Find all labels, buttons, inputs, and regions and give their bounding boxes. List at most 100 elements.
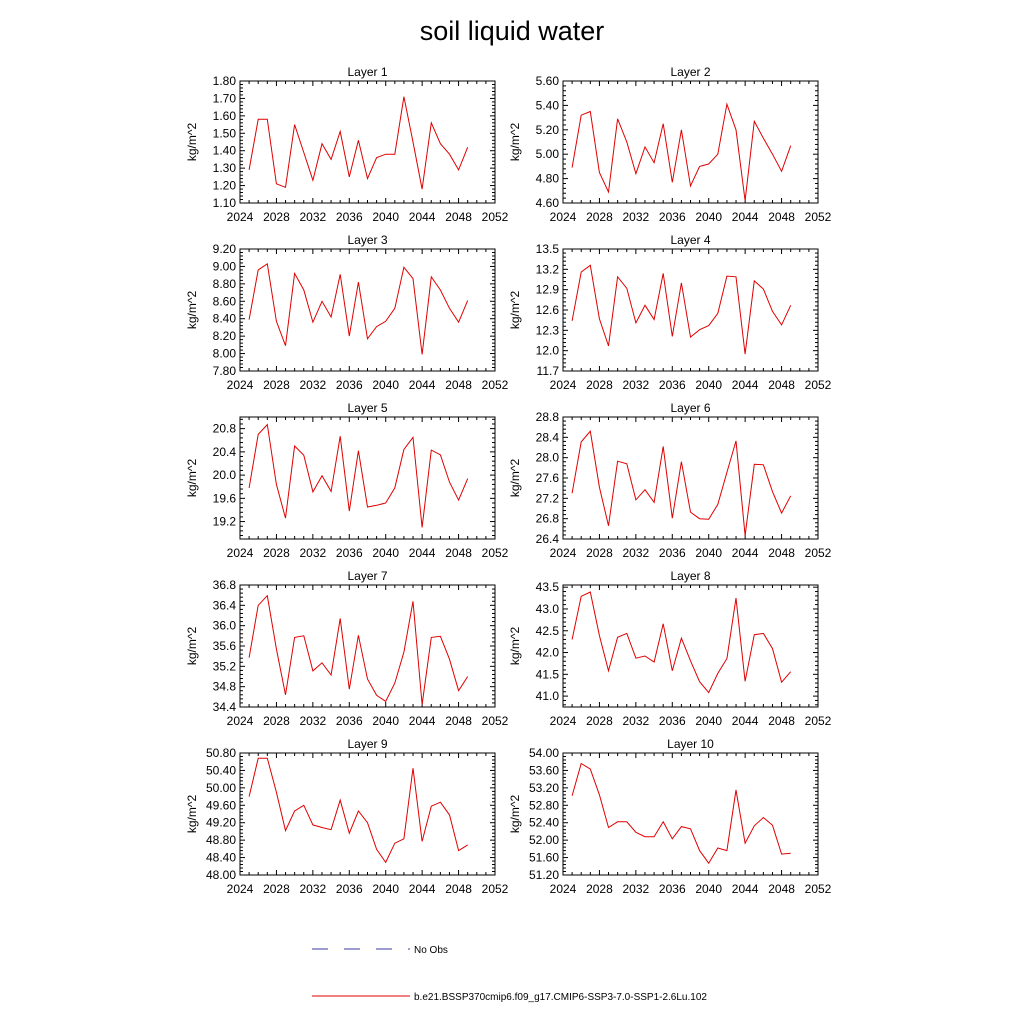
layer-1-ytick-label: 1.70 <box>213 91 237 105</box>
layer-5-xtick-label: 2040 <box>372 546 399 560</box>
layer-2-ytick-label: 4.60 <box>536 196 560 210</box>
layer-4-xtick-label: 2048 <box>768 378 795 392</box>
layer-10-ytick-label: 51.20 <box>529 868 559 882</box>
layer-7-ytick-label: 36.8 <box>213 578 237 592</box>
layer-3-ytick-label: 8.60 <box>213 294 237 308</box>
layer-1-ylabel: kg/m^2 <box>185 123 199 162</box>
layer-3-xtick-label: 2036 <box>336 378 363 392</box>
layer-6-xtick-label: 2052 <box>805 546 832 560</box>
layer-4-xtick-label: 2052 <box>805 378 832 392</box>
layer-4-xtick-label: 2028 <box>586 378 613 392</box>
layer-10-ytick-label: 53.20 <box>529 781 559 795</box>
layer-7-ytick-label: 36.0 <box>213 619 237 633</box>
layer-8-ytick-label: 42.0 <box>536 646 560 660</box>
layer-1-xtick-label: 2032 <box>300 210 327 224</box>
layer-8-ytick-label: 43.5 <box>536 580 560 594</box>
layer-10-ytick-label: 54.00 <box>529 746 559 760</box>
layer-6-ytick-label: 28.4 <box>536 430 560 444</box>
layer-4-ytick-label: 13.5 <box>536 242 560 256</box>
layer-4-ytick-label: 12.6 <box>536 303 560 317</box>
layer-9-series-line <box>248 757 468 864</box>
layer-6-xtick-label: 2028 <box>586 546 613 560</box>
layer-1-xtick-label: 2044 <box>409 210 436 224</box>
layer-2-frame <box>562 80 819 204</box>
layer-4-ticks <box>562 248 819 372</box>
layer-8-xtick-label: 2044 <box>732 714 759 728</box>
layer-3-xtick-label: 2024 <box>227 378 254 392</box>
layer-4-frame <box>562 248 819 372</box>
layer-6-xtick-label: 2036 <box>659 546 686 560</box>
legend-no-obs-label: No Obs <box>414 945 448 956</box>
layer-7-frame <box>239 584 496 708</box>
layer-10-ticks <box>562 752 819 876</box>
layer-2-xtick-label: 2028 <box>586 210 613 224</box>
layer-8-ytick-label: 41.5 <box>536 667 560 681</box>
layer-5-ytick-label: 20.0 <box>213 468 237 482</box>
layer-6-frame <box>562 416 819 540</box>
layer-6-series-line <box>571 430 792 536</box>
layer-6-ticks <box>562 416 819 540</box>
layer-3-ytick-label: 8.80 <box>213 277 237 291</box>
layer-1-xtick-label: 2040 <box>372 210 399 224</box>
layer-3-ytick-label: 8.40 <box>213 312 237 326</box>
layer-7-title: Layer 7 <box>347 569 387 583</box>
layer-8-xtick-label: 2028 <box>586 714 613 728</box>
layer-10-series-line <box>571 762 791 865</box>
layer-2-xtick-label: 2048 <box>768 210 795 224</box>
layer-10-xtick-label: 2040 <box>695 882 722 896</box>
layer-1-xtick-label: 2036 <box>336 210 363 224</box>
layer-4-ytick-label: 11.7 <box>537 364 560 378</box>
layer-4-series-line <box>571 264 792 355</box>
layer-3-ytick-label: 9.00 <box>213 259 237 273</box>
layer-9-xtick-label: 2024 <box>227 882 254 896</box>
layer-5-ytick-label: 20.4 <box>213 445 237 459</box>
layer-1-title: Layer 1 <box>347 65 387 79</box>
layer-10-panel: Layer 10 kg/m^2 2024 2028 2032 2036 2040 2044 20… <box>508 737 832 896</box>
layer-6-xtick-label: 2044 <box>732 546 759 560</box>
layer-10-xtick-label: 2048 <box>768 882 795 896</box>
layer-3-ytick-label: 8.00 <box>213 347 237 361</box>
layer-2-panel: Layer 2 kg/m^2 2024 2028 2032 2036 2040 2044 204… <box>508 65 832 224</box>
layer-9-xtick-label: 2036 <box>336 882 363 896</box>
layer-7-xtick-label: 2040 <box>372 714 399 728</box>
layer-5-ytick-label: 19.2 <box>213 515 237 529</box>
layer-9-ytick-label: 49.20 <box>206 816 236 830</box>
layer-9-frame <box>239 752 496 876</box>
layer-1-xtick-label: 2024 <box>227 210 254 224</box>
layer-1-ytick-label: 1.40 <box>213 144 237 158</box>
layer-2-ytick-label: 5.60 <box>536 74 560 88</box>
chart-title: soil liquid water <box>420 16 605 46</box>
layer-8-xtick-label: 2048 <box>768 714 795 728</box>
layer-5-xtick-label: 2036 <box>336 546 363 560</box>
layer-7-series-line <box>248 594 469 705</box>
layer-1-panel: Layer 1 kg/m^2 2024 2028 2032 2036 2040 2044 204… <box>185 65 509 224</box>
layer-9-panel: Layer 9 kg/m^2 2024 2028 2032 2036 2040 2044 204… <box>185 737 509 896</box>
layer-1-ytick-label: 1.80 <box>213 74 237 88</box>
layer-8-ytick-label: 43.0 <box>536 602 560 616</box>
layer-1-frame <box>239 80 496 204</box>
layer-7-xtick-label: 2044 <box>409 714 436 728</box>
layer-1-ytick-label: 1.10 <box>213 196 237 210</box>
layer-5-panel: Layer 5 kg/m^2 2024 2028 2032 2036 2040 2044 204… <box>185 401 509 560</box>
layer-4-title: Layer 4 <box>670 233 710 247</box>
layer-9-xtick-label: 2032 <box>300 882 327 896</box>
layer-5-series-line <box>248 423 469 528</box>
layer-4-xtick-label: 2040 <box>695 378 722 392</box>
layer-7-panel: Layer 7 kg/m^2 2024 2028 2032 2036 2040 2044 204… <box>185 569 509 728</box>
layer-6-ytick-label: 27.6 <box>536 471 560 485</box>
layer-7-xtick-label: 2052 <box>482 714 509 728</box>
layer-8-xtick-label: 2032 <box>623 714 650 728</box>
layer-3-ylabel: kg/m^2 <box>185 291 199 330</box>
layer-3-ticks <box>239 248 496 372</box>
legend: No Obs b.e21.BSSP370cmip6.f09_g17.CMIP6-… <box>312 945 707 1003</box>
layer-6-xtick-label: 2024 <box>550 546 577 560</box>
layer-3-series-line <box>248 262 469 355</box>
layer-4-xtick-label: 2032 <box>623 378 650 392</box>
layer-10-xtick-label: 2028 <box>586 882 613 896</box>
layer-10-ytick-label: 52.00 <box>529 833 559 847</box>
layer-5-ticks <box>239 417 496 539</box>
layer-6-xtick-label: 2032 <box>623 546 650 560</box>
layer-10-ytick-label: 52.80 <box>529 798 559 812</box>
layer-7-xtick-label: 2036 <box>336 714 363 728</box>
